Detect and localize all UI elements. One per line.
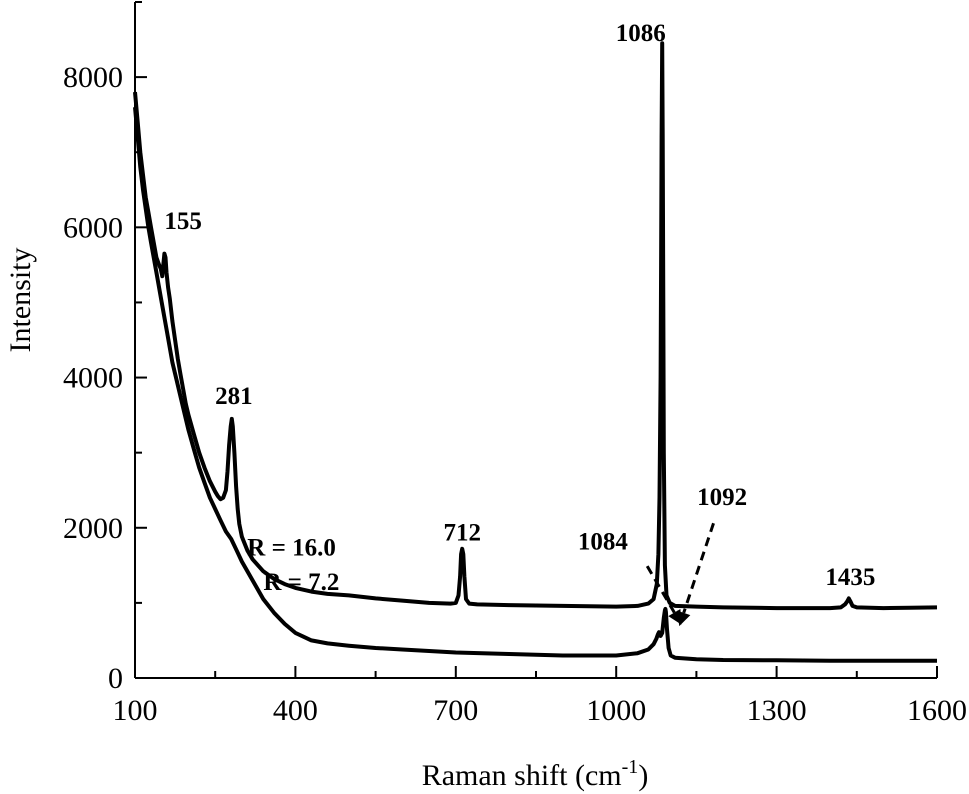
x-axis-title: Raman shift (cm-1)	[422, 756, 649, 792]
y-tick-label: 6000	[63, 211, 123, 244]
y-tick-label: 2000	[63, 512, 123, 545]
annotation-arrow-line	[645, 565, 676, 614]
chart-annotations: 155 281 712 1084 1086 1092 1435	[164, 20, 875, 627]
peak-label: 1084	[578, 529, 629, 556]
peak-label: 155	[164, 208, 202, 235]
series-label-1: R = 16.0	[247, 535, 336, 562]
x-tick-label: 400	[273, 694, 318, 727]
y-tick-label: 8000	[63, 61, 123, 94]
peak-label: 1086	[616, 20, 666, 47]
annotation-arrow-line	[682, 522, 715, 614]
x-axis-title-superscript: -1	[622, 756, 639, 778]
annotation-arrowhead	[677, 610, 691, 627]
chart-axes: 100 400 700 1000 1300 1600 0 2000 4000 6000 8000	[63, 1, 967, 727]
x-tick-label: 100	[113, 694, 158, 727]
x-tick-label: 1600	[907, 694, 967, 727]
peak-label: 1435	[825, 564, 875, 591]
x-tick-label: 700	[433, 694, 478, 727]
peak-label: 281	[215, 383, 253, 410]
series-line-2	[133, 107, 937, 663]
x-axis-title-main: Raman shift (cm	[422, 759, 622, 792]
chart-series: R = 16.0 R = 7.2	[133, 41, 938, 663]
x-tick-label: 1000	[586, 694, 646, 727]
peak-label: 712	[443, 520, 481, 547]
x-axis-title-close: )	[638, 759, 648, 792]
series-label-2: R = 7.2	[263, 569, 339, 596]
peak-label: 1092	[697, 484, 747, 511]
x-tick-label: 1300	[747, 694, 807, 727]
y-tick-label: 4000	[63, 362, 123, 395]
series-line-1	[133, 41, 938, 611]
y-axis-title: Intensity	[4, 248, 37, 353]
y-tick-label: 0	[108, 662, 123, 695]
